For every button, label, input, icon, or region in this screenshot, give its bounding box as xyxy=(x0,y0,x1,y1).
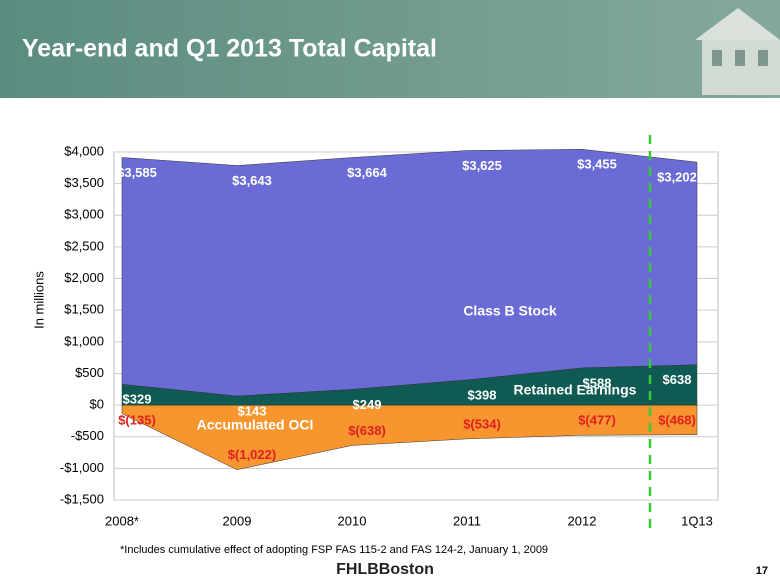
x-tick-label: 1Q13 xyxy=(681,513,713,528)
y-tick-label: $500 xyxy=(75,365,104,380)
y-tick-label: $3,000 xyxy=(64,207,104,222)
value-label: $(1,022) xyxy=(228,447,276,462)
y-tick-label: -$1,000 xyxy=(60,460,104,475)
value-label: $329 xyxy=(123,392,152,407)
value-label: $3,585 xyxy=(117,165,157,180)
plot: -$1,500 -$1,000 -$500 $0 $500 $1,000 $1,500 $2,… xyxy=(60,143,719,528)
y-tick-label: -$1,500 xyxy=(60,491,104,506)
y-tick-label: $1,500 xyxy=(64,302,104,317)
value-label: $143 xyxy=(238,403,267,418)
series-label: Accumulated OCI xyxy=(197,417,314,433)
value-label: $(477) xyxy=(578,413,616,428)
value-label: $398 xyxy=(468,387,497,402)
value-label: $249 xyxy=(353,397,382,412)
value-label: $(534) xyxy=(463,416,501,431)
y-tick-label: $4,000 xyxy=(64,143,104,158)
y-tick-label: $3,500 xyxy=(64,175,104,190)
x-tick-label: 2012 xyxy=(568,513,597,528)
value-label: $3,202 xyxy=(657,170,697,185)
area xyxy=(121,149,698,397)
y-tick-label: $2,500 xyxy=(64,238,104,253)
series-label: Retained Earnings xyxy=(514,382,637,398)
value-label: $(468) xyxy=(658,413,696,428)
value-label: $3,643 xyxy=(232,173,272,188)
x-tick-label: 2009 xyxy=(223,513,252,528)
page-number: 17 xyxy=(756,565,768,577)
x-tick-label: 2011 xyxy=(453,513,481,528)
y-axis-title: In millions xyxy=(31,271,46,329)
y-tick-label: -$500 xyxy=(71,428,104,443)
value-label: $3,625 xyxy=(462,158,502,173)
y-tick-label: $1,000 xyxy=(64,333,104,348)
header-band xyxy=(0,0,780,98)
value-label: $(638) xyxy=(348,423,386,438)
x-tick-label: 2010 xyxy=(338,513,367,528)
logo: FHLBBoston xyxy=(336,561,434,578)
value-label: $3,664 xyxy=(347,165,388,180)
y-tick-label: $0 xyxy=(90,397,104,412)
value-label: $588 xyxy=(583,375,612,390)
house-icon xyxy=(695,8,780,95)
footnote: *Includes cumulative effect of adopting … xyxy=(120,544,548,556)
y-tick-label: $2,000 xyxy=(64,270,104,285)
value-label: $(135) xyxy=(118,413,156,428)
slide-title: Year-end and Q1 2013 Total Capital xyxy=(22,35,437,63)
series-label: Class B Stock xyxy=(463,303,557,319)
x-tick-label: 2008* xyxy=(105,513,139,528)
value-label: $3,455 xyxy=(577,157,617,172)
value-label: $638 xyxy=(663,372,692,387)
